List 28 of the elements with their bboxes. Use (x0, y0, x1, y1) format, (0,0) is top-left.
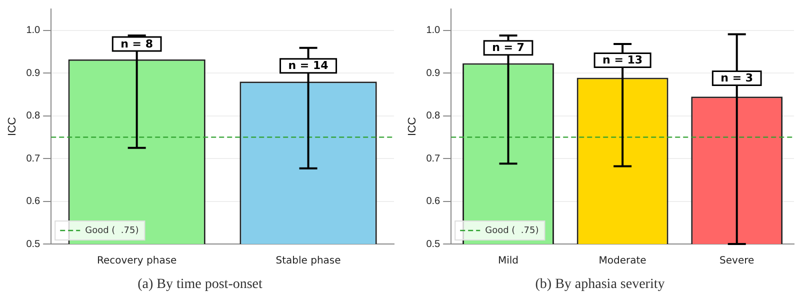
annotation: n = 14 (288, 59, 329, 72)
legend-label: Good ( .75) (85, 226, 139, 236)
y-axis-title: ICC (406, 116, 419, 136)
y-tick-label: 0.8 (426, 110, 441, 122)
x-tick-label: Severe (720, 256, 754, 267)
y-tick-label: 1.0 (426, 25, 441, 36)
annotation: n = 13 (602, 54, 643, 67)
y-tick-label: 0.5 (26, 238, 41, 250)
annotation: n = 8 (120, 37, 154, 50)
text: (a) By time post-onset (136, 277, 264, 293)
y-tick-label: 0.8 (26, 110, 41, 122)
annotation: n = 3 (720, 72, 754, 85)
y-tick-label: 0.5 (426, 238, 441, 250)
y-tick-label: 0.7 (26, 153, 41, 164)
x-tick-label: Moderate (598, 256, 646, 267)
x-tick-label: Mild (498, 256, 519, 267)
y-tick-label: 0.9 (26, 68, 41, 79)
y-tick-label: 0.7 (426, 153, 441, 164)
annotation: n = 7 (492, 41, 524, 54)
text: (b) By aphasia severity (534, 277, 666, 293)
y-tick-label: 0.9 (426, 68, 441, 79)
y-tick-label: 1.0 (26, 25, 41, 36)
y-tick-label: 0.6 (26, 196, 41, 208)
y-tick-label: 0.6 (426, 196, 441, 208)
y-axis-title: ICC (6, 116, 19, 136)
legend-label: Good ( .75) (485, 226, 539, 236)
x-tick-label: Recovery phase (96, 256, 177, 267)
x-tick-label: Stable phase (276, 256, 341, 267)
